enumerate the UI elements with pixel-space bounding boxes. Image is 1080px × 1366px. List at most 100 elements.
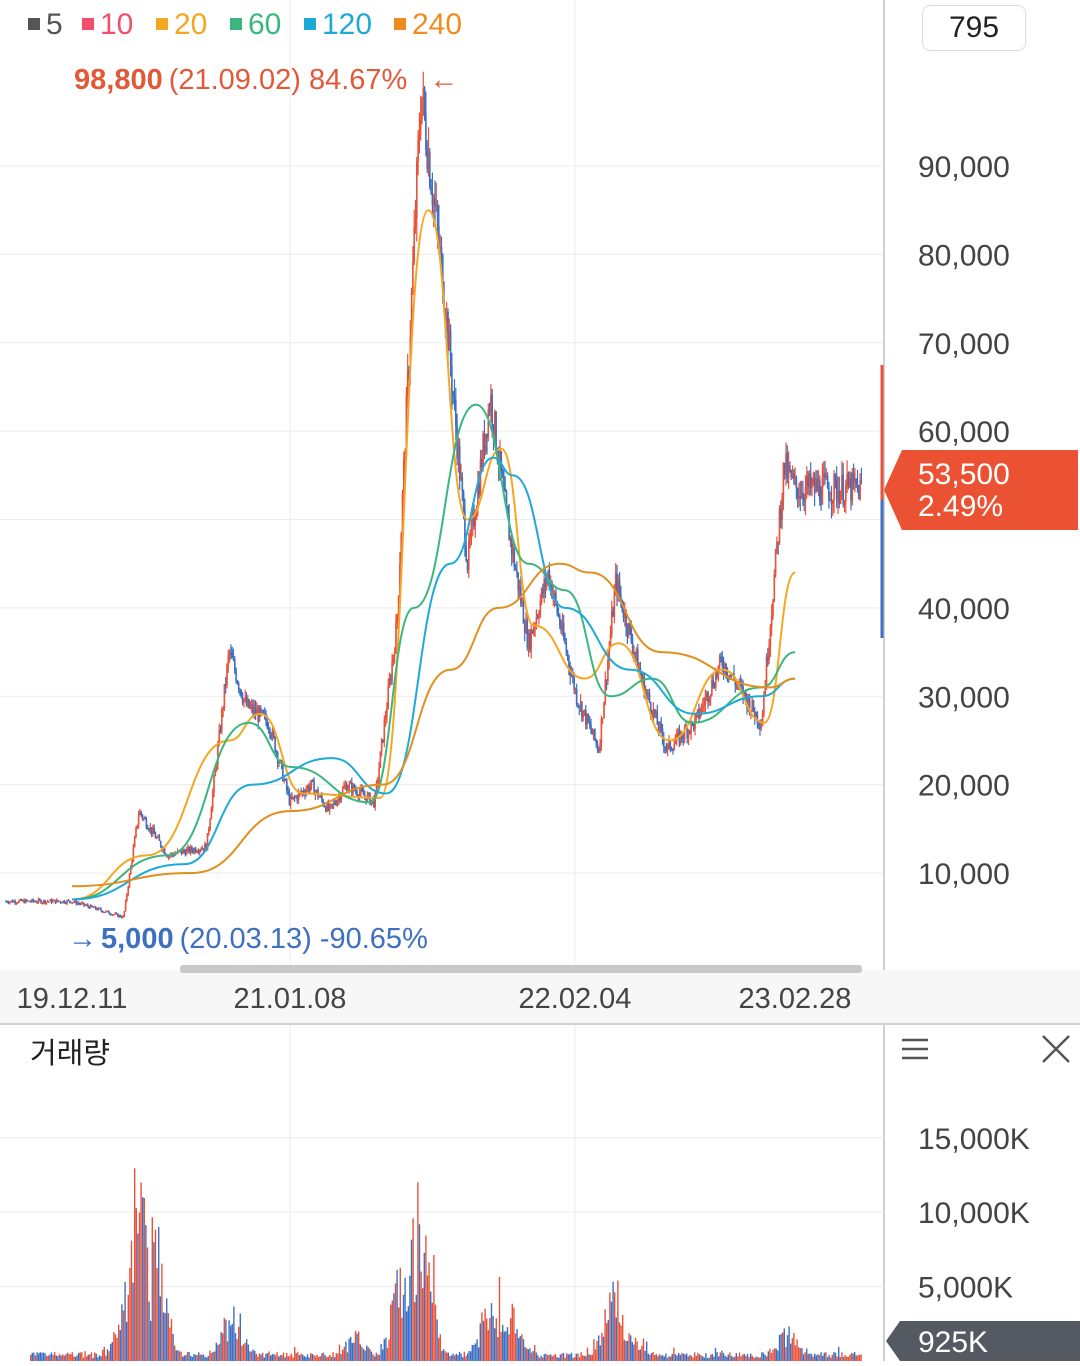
price-candle-body [31, 899, 33, 902]
price-candle-body [848, 478, 851, 487]
price-candle-body [252, 704, 254, 714]
volume-bar [527, 1349, 529, 1361]
price-candle-body [482, 434, 484, 468]
price-candle-body [391, 661, 393, 681]
volume-bar [326, 1357, 328, 1361]
volume-bar [217, 1344, 219, 1361]
price-candle-body [45, 901, 48, 904]
price-axis: 90,000 80,000 70,000 60,000 40,000 30,000 20,0… [918, 151, 1010, 891]
ma-legend[interactable]: 5 10 20 60 120 240 [28, 8, 462, 41]
volume-bar [830, 1357, 832, 1361]
price-candle-body [464, 509, 466, 547]
price-candle-body [726, 674, 729, 676]
price-candle-body [578, 705, 581, 708]
price-candle-body [458, 445, 461, 480]
volume-bar [140, 1182, 142, 1361]
volume-bar [700, 1355, 702, 1361]
volume-bar [191, 1356, 193, 1361]
price-candle-body [791, 473, 794, 478]
volume-bar [586, 1347, 589, 1361]
price-candle-body [348, 783, 350, 789]
volume-grid [0, 1137, 884, 1288]
volume-bar [684, 1354, 686, 1361]
price-candle-body [588, 722, 591, 725]
volume-bar [388, 1339, 390, 1361]
volume-bar [151, 1217, 153, 1361]
price-candle-body [477, 483, 479, 510]
price-candle-body [780, 509, 782, 520]
price-candle-body [106, 910, 109, 912]
volume-bar [66, 1352, 69, 1361]
volume-bar [278, 1356, 280, 1361]
price-candle-body [214, 768, 217, 777]
volume-bar [471, 1344, 473, 1361]
legend-label[interactable]: 20 [174, 8, 207, 41]
volume-bar [775, 1348, 777, 1361]
price-candle-body [375, 782, 378, 793]
count-box[interactable]: 795 [922, 5, 1026, 51]
volume-bar [566, 1353, 568, 1361]
price-candle-body [393, 653, 396, 656]
volume-bar [457, 1355, 459, 1361]
volume-bar [615, 1317, 617, 1361]
volume-bar [180, 1351, 182, 1361]
price-candle-body [782, 462, 785, 499]
legend-label[interactable]: 120 [322, 8, 372, 41]
price-candle-body [419, 119, 422, 135]
price-candle-body [581, 702, 583, 718]
price-candle-body [744, 691, 747, 698]
date-scrollbar[interactable] [180, 965, 862, 973]
price-candle-body [767, 656, 769, 661]
price-candle-body [235, 670, 237, 682]
price-candle-body [156, 837, 158, 839]
price-candle-body [88, 906, 90, 909]
volume-menu-button[interactable] [898, 1032, 934, 1068]
volume-bar [121, 1304, 123, 1361]
price-candle-body [287, 790, 289, 793]
volume-bar [548, 1354, 550, 1361]
price-candle-body [703, 704, 705, 706]
legend-swatch [28, 18, 40, 30]
volume-bar [431, 1302, 433, 1361]
volume-bar [503, 1331, 505, 1361]
volume-bar [638, 1349, 640, 1361]
volume-bar [785, 1347, 787, 1361]
volume-bar [231, 1323, 233, 1361]
volume-bar [74, 1356, 77, 1361]
volume-bar [722, 1353, 725, 1361]
price-candle-body [834, 474, 837, 479]
price-candle-body [105, 910, 107, 913]
legend-label[interactable]: 10 [100, 8, 133, 41]
volume-bar [177, 1350, 179, 1361]
price-candle-body [535, 617, 538, 626]
price-candle-body [543, 579, 545, 594]
volume-bar [726, 1357, 728, 1361]
price-candle-body [556, 601, 558, 614]
volume-bar [580, 1352, 582, 1361]
legend-label[interactable]: 60 [248, 8, 281, 41]
volume-bar [854, 1352, 856, 1361]
volume-bar [596, 1340, 598, 1361]
volume-bar [303, 1356, 305, 1361]
price-candle-body [327, 803, 330, 811]
volume-bar [767, 1351, 769, 1361]
volume-bar [119, 1330, 121, 1361]
volume-bar [223, 1317, 225, 1361]
price-candle-body [540, 588, 543, 602]
price-candle-body [487, 409, 490, 438]
price-candle-body [20, 899, 23, 902]
volume-close-button[interactable] [1038, 1032, 1074, 1068]
legend-label[interactable]: 5 [46, 8, 63, 41]
price-candle-body [462, 491, 465, 510]
price-candle-body [765, 656, 768, 687]
volume-bar [554, 1354, 557, 1361]
price-candle-body [263, 713, 266, 715]
price-candle-body [369, 793, 371, 805]
price-candle-body [466, 560, 469, 571]
legend-label[interactable]: 240 [412, 8, 462, 41]
price-candle-body [735, 683, 738, 686]
price-candle-body [283, 779, 285, 782]
price-candle-body [332, 802, 335, 805]
price-candle-body [689, 730, 691, 734]
